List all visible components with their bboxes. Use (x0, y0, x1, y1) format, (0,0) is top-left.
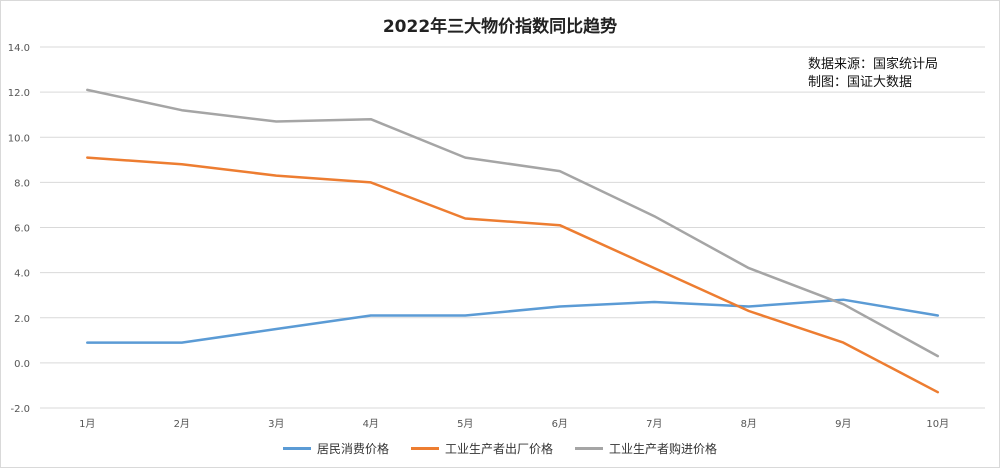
chart-legend: 居民消费价格 工业生产者出厂价格 工业生产者购进价格 (0, 440, 1000, 457)
x-tick-label: 2月 (174, 418, 190, 430)
legend-item: 工业生产者出厂价格 (410, 440, 553, 457)
y-tick-label: 12.0 (8, 88, 30, 99)
y-tick-label: -2.0 (10, 404, 30, 415)
x-tick-label: 3月 (268, 418, 284, 430)
x-tick-label: 6月 (552, 418, 568, 430)
x-tick-label: 4月 (363, 418, 379, 430)
legend-label: 工业生产者出厂价格 (444, 442, 553, 456)
y-tick-label: 4.0 (14, 269, 30, 280)
legend-swatch (282, 447, 311, 450)
y-tick-label: 6.0 (14, 224, 30, 235)
legend-swatch (410, 447, 439, 450)
legend-item: 居民消费价格 (282, 440, 389, 457)
x-tick-label: 5月 (457, 418, 473, 430)
y-tick-label: 2.0 (14, 314, 30, 325)
chart-title: 2022年三大物价指数同比趋势 (382, 17, 618, 37)
y-tick-label: 0.0 (14, 359, 30, 370)
x-tick-label: 8月 (741, 418, 757, 430)
legend-swatch (575, 447, 603, 450)
source-line-data: 数据来源：国家统计局 (808, 57, 939, 72)
legend-item: 工业生产者购进价格 (575, 440, 717, 457)
x-tick-label: 7月 (646, 418, 662, 430)
y-tick-label: 8.0 (14, 178, 30, 189)
x-tick-label: 1月 (79, 418, 95, 430)
series-line-2 (86, 156, 940, 394)
series-line-1 (86, 298, 940, 344)
x-tick-label: 9月 (835, 418, 851, 430)
y-tick-label: 10.0 (8, 133, 30, 144)
legend-label: 居民消费价格 (316, 442, 389, 456)
legend-label: 工业生产者购进价格 (609, 442, 718, 456)
series-line-3 (86, 88, 940, 358)
y-tick-label: 14.0 (8, 43, 30, 54)
source-line-credit: 制图：国证大数据 (808, 75, 913, 90)
x-tick-label: 10月 (926, 418, 949, 430)
source-note: 数据来源：国家统计局 制图：国证大数据 (808, 56, 938, 92)
